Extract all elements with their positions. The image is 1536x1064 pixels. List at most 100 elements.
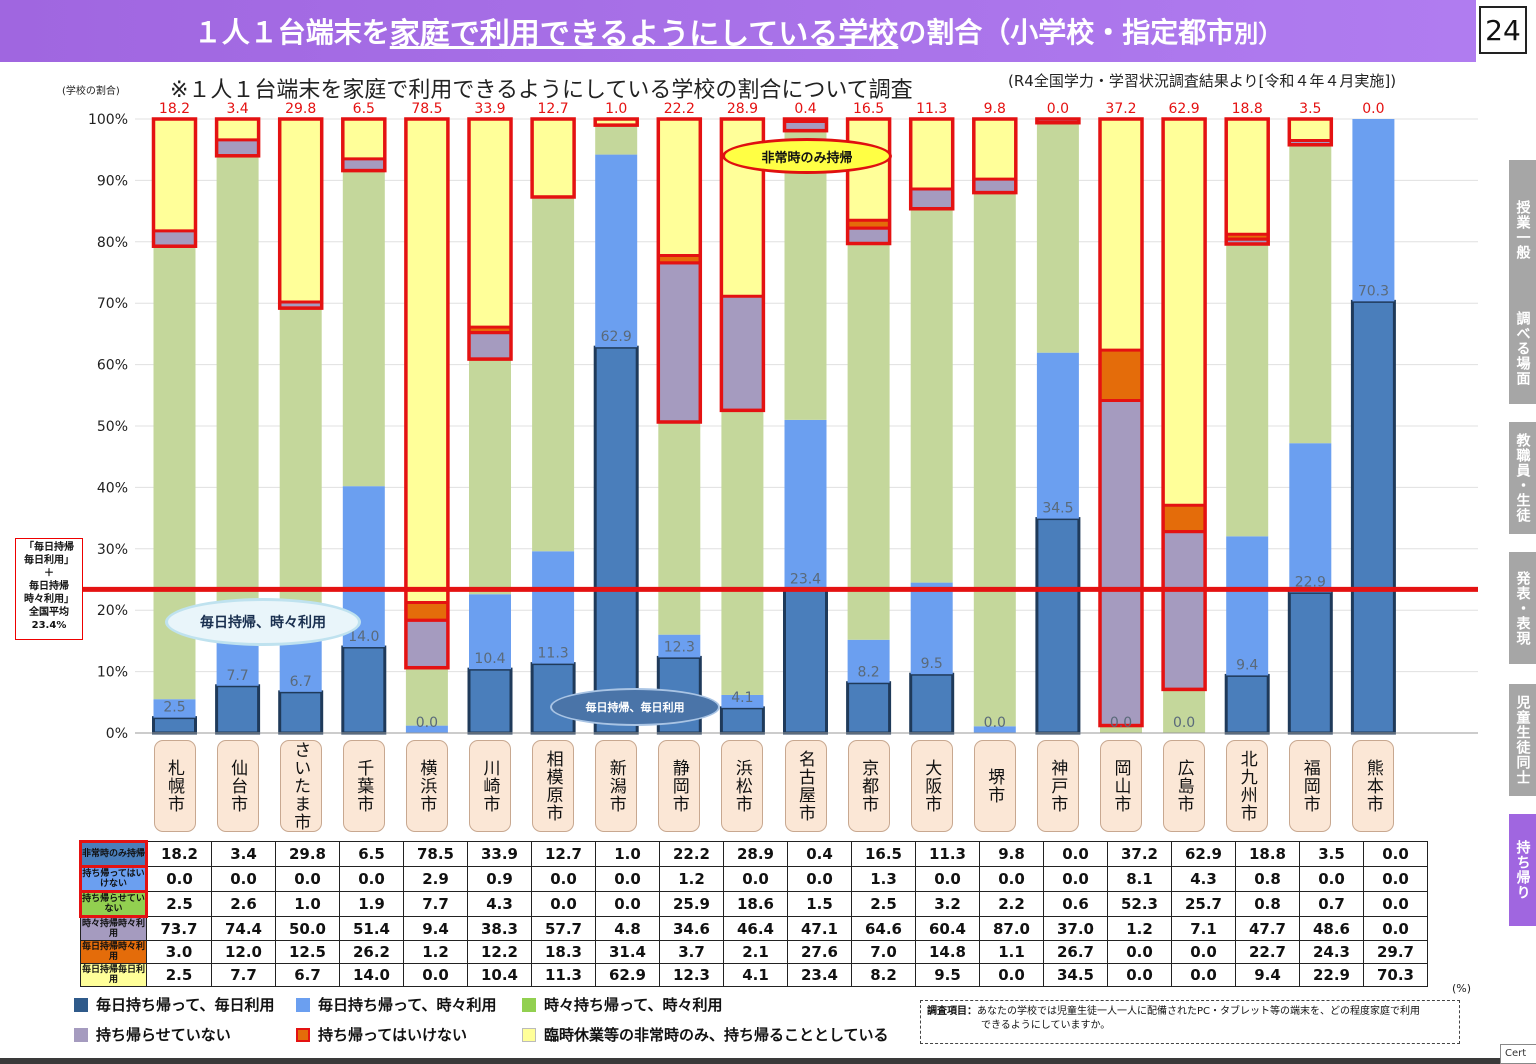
legend-not-take: 持ち帰らせていない bbox=[74, 1024, 231, 1045]
bar-value-label: 6.7 bbox=[290, 674, 312, 690]
city-label: 仙台市 bbox=[216, 740, 259, 832]
table-cell: 87.0 bbox=[979, 916, 1044, 941]
bar-top-label: 0.4 bbox=[794, 101, 816, 117]
city-name: 札幌市 bbox=[164, 759, 184, 813]
bar-segment bbox=[784, 419, 827, 590]
bar-value-label: 8.2 bbox=[857, 665, 879, 681]
table-cell: 9.4 bbox=[1235, 963, 1300, 987]
city-name: 神戸市 bbox=[1047, 759, 1068, 813]
table-cell: 18.8 bbox=[1235, 841, 1300, 867]
bar-segment bbox=[909, 672, 955, 735]
header-bar bbox=[0, 0, 1476, 62]
bar-segment bbox=[152, 716, 197, 735]
legend-label: 時々持ち帰って、時々利用 bbox=[544, 996, 723, 1014]
city-name: 大阪市 bbox=[921, 759, 942, 813]
table-cell: 8.1 bbox=[1107, 866, 1172, 892]
city-label: 新潟市 bbox=[595, 740, 638, 832]
table-cell: 7.7 bbox=[211, 963, 276, 987]
bar-value-label: 0.0 bbox=[984, 715, 1006, 731]
legend-swatch bbox=[522, 1027, 536, 1042]
bar-segment bbox=[783, 587, 828, 735]
bar-segment bbox=[405, 602, 448, 621]
table-row-label: 持ち帰らせていない bbox=[79, 890, 148, 918]
table-cell: 0.0 bbox=[595, 891, 660, 917]
bar-top-label: 37.2 bbox=[1105, 101, 1136, 117]
legend-swatch bbox=[296, 1027, 310, 1042]
bar-segment bbox=[342, 119, 385, 159]
table-cell: 22.9 bbox=[1299, 963, 1364, 987]
bar-segment bbox=[846, 681, 892, 735]
table-cell: 46.4 bbox=[723, 916, 788, 941]
table-cell: 12.3 bbox=[659, 963, 724, 987]
legend-label: 持ち帰らせていない bbox=[96, 1026, 231, 1044]
data-table: 非常時のみ持帰 18.2 3.4 29.8 6.5 78.5 33.9 12.7 1.0 22.2… bbox=[79, 840, 1428, 987]
table-cell: 48.6 bbox=[1299, 916, 1364, 941]
cert-tab[interactable]: Cert bbox=[1500, 1044, 1536, 1064]
bar-value-label: 14.0 bbox=[348, 629, 379, 645]
table-cell: 0.0 bbox=[339, 866, 404, 892]
table-cell: 3.5 bbox=[1299, 841, 1364, 867]
bar-segment bbox=[721, 410, 764, 695]
legend-forbidden: 持ち帰ってはいけない bbox=[296, 1024, 467, 1045]
table-cell: 0.7 bbox=[1299, 891, 1364, 917]
table-cell: 2.2 bbox=[979, 891, 1044, 917]
bar-segment bbox=[342, 158, 385, 171]
city-label: 福岡市 bbox=[1289, 740, 1332, 832]
side-tab-lessons[interactable]: 授業一般 bbox=[1509, 160, 1536, 300]
city-label: 札幌市 bbox=[153, 740, 196, 832]
table-cell: 1.9 bbox=[339, 891, 404, 917]
city-label: さいたま市 bbox=[279, 740, 322, 832]
table-cell: 6.7 bbox=[275, 963, 340, 987]
y-tick-label: 80% bbox=[97, 235, 128, 251]
bar-segment bbox=[973, 726, 1016, 733]
bar-value-label: 10.4 bbox=[474, 651, 505, 667]
bar-segment bbox=[1287, 590, 1333, 735]
legend-swatch bbox=[74, 1027, 88, 1042]
table-cell: 64.6 bbox=[851, 916, 916, 941]
table-cell: 7.0 bbox=[851, 940, 916, 964]
table-cell: 22.7 bbox=[1235, 940, 1300, 964]
table-cell: 0.8 bbox=[1235, 891, 1300, 917]
avg-line: 毎日持帰 bbox=[29, 581, 69, 592]
y-tick-label: 70% bbox=[97, 296, 128, 312]
national-average-box: 「毎日持帰 毎日利用」 ＋ 毎日持帰 時々利用」 全国平均 23.4% bbox=[15, 538, 83, 640]
table-cell: 1.2 bbox=[659, 866, 724, 892]
bar-top-label: 3.5 bbox=[1299, 101, 1321, 117]
title-highlight: 家庭で利用できるようにしている学校 bbox=[389, 17, 899, 52]
table-cell: 0.0 bbox=[1363, 866, 1428, 892]
table-cell: 18.6 bbox=[723, 891, 788, 917]
table-cell: 60.4 bbox=[915, 916, 980, 941]
bar-segment bbox=[153, 119, 196, 231]
table-cell: 4.8 bbox=[595, 916, 660, 941]
bar-segment bbox=[1036, 119, 1079, 123]
table-cell: 0.0 bbox=[1299, 866, 1364, 892]
side-tab-take-home[interactable]: 持ち帰り bbox=[1509, 814, 1536, 926]
table-cell: 28.9 bbox=[723, 841, 788, 867]
table-cell: 26.2 bbox=[339, 940, 404, 964]
bar-segment bbox=[153, 699, 196, 718]
table-cell: 11.3 bbox=[915, 841, 980, 867]
bar-segment bbox=[1163, 119, 1206, 506]
bar-segment bbox=[1036, 352, 1079, 519]
side-tab-staff[interactable]: 教職員・生徒 bbox=[1509, 422, 1536, 534]
bar-value-label: 2.5 bbox=[163, 700, 185, 716]
avg-line: 全国平均 bbox=[29, 607, 69, 618]
table-cell: 27.6 bbox=[787, 940, 852, 964]
table-cell: 38.3 bbox=[467, 916, 532, 941]
bar-segment bbox=[467, 667, 513, 735]
bar-segment bbox=[658, 422, 701, 635]
table-cell: 50.0 bbox=[275, 916, 340, 941]
city-label: 京都市 bbox=[847, 740, 890, 832]
bar-segment bbox=[279, 301, 322, 309]
table-cell: 0.0 bbox=[531, 891, 596, 917]
bar-value-label: 9.5 bbox=[921, 656, 943, 672]
title-tail: 別） bbox=[1234, 19, 1283, 48]
side-tab-presentation[interactable]: 発表・表現 bbox=[1509, 552, 1536, 664]
side-tab-peers[interactable]: 児童生徒同士 bbox=[1509, 684, 1536, 796]
table-cell: 0.0 bbox=[915, 866, 980, 892]
side-tab-research[interactable]: 調べる場面 bbox=[1509, 292, 1536, 404]
bar-segment bbox=[279, 119, 322, 302]
table-cell: 0.0 bbox=[403, 963, 468, 987]
bar-segment bbox=[973, 119, 1016, 180]
table-cell: 33.9 bbox=[467, 841, 532, 867]
